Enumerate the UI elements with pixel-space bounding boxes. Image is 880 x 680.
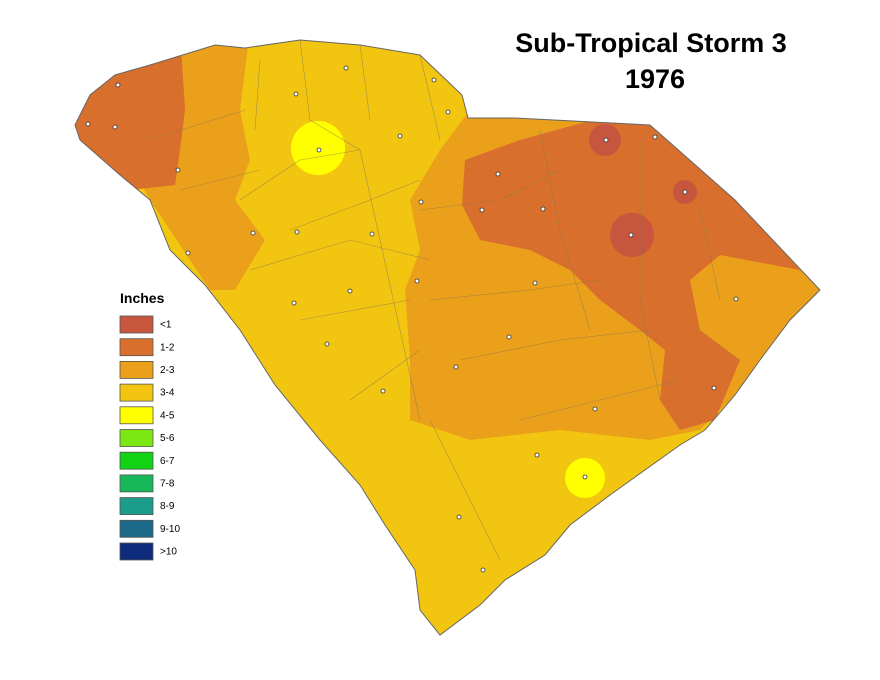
legend-label: 1-2 bbox=[160, 342, 175, 353]
legend-swatch bbox=[119, 542, 154, 561]
legend-swatch bbox=[119, 315, 154, 334]
legend-swatch bbox=[119, 497, 154, 516]
legend-label: 6-7 bbox=[160, 456, 175, 467]
legend-label: 3-4 bbox=[160, 388, 175, 399]
legend-swatch bbox=[119, 474, 154, 493]
legend-swatch bbox=[119, 406, 154, 425]
legend-swatch bbox=[119, 383, 154, 402]
legend-title: Inches bbox=[120, 290, 165, 306]
map-title: Sub-Tropical Storm 3 bbox=[515, 28, 787, 58]
legend-swatch bbox=[119, 429, 154, 447]
state-outline bbox=[74, 39, 821, 636]
legend-swatch bbox=[119, 338, 154, 357]
legend-label: 5-6 bbox=[160, 433, 175, 444]
legend-label: 2-3 bbox=[160, 365, 175, 376]
legend-label: 9-10 bbox=[160, 524, 180, 535]
legend-label: 4-5 bbox=[160, 410, 175, 421]
legend-label: <1 bbox=[160, 320, 172, 331]
stations bbox=[85, 65, 739, 573]
legend-label: >10 bbox=[160, 547, 177, 558]
legend: <1 1-2 2-3 3-4 4-5 5-6 6-7 7-8 8-9 9-10 >10 bbox=[119, 315, 180, 561]
legend-swatch bbox=[119, 451, 154, 470]
rainfall-surface bbox=[75, 40, 820, 635]
legend-label: 8-9 bbox=[160, 501, 175, 512]
map-subtitle: 1976 bbox=[625, 64, 685, 94]
legend-swatch bbox=[119, 360, 154, 379]
legend-label: 7-8 bbox=[160, 479, 175, 490]
legend-swatch bbox=[119, 519, 154, 538]
